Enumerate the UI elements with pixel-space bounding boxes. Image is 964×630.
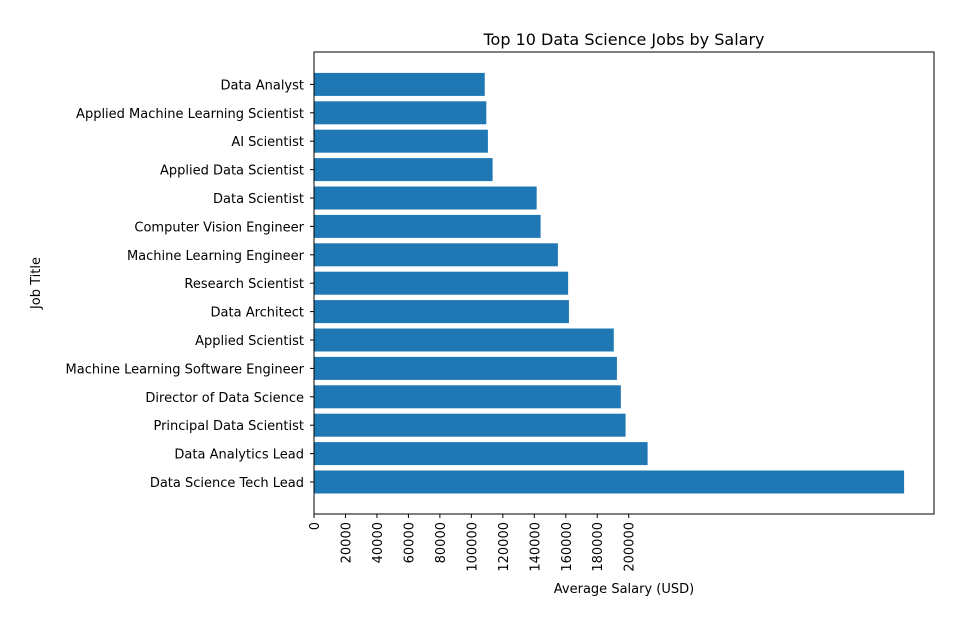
- bar: [314, 243, 558, 267]
- y-tick-label: Machine Learning Engineer: [127, 249, 305, 264]
- x-tick-label: 120000: [497, 522, 512, 572]
- bar: [314, 442, 648, 466]
- x-tick-label: 200000: [623, 522, 638, 572]
- plot-frame: [313, 51, 935, 515]
- x-axis-label: Average Salary (USD): [554, 582, 694, 597]
- bar: [314, 214, 541, 238]
- x-tick-label: 140000: [528, 522, 543, 572]
- x-tick-label: 40000: [371, 522, 386, 563]
- bar: [314, 470, 905, 494]
- bar: [314, 158, 493, 182]
- x-tick-label: 80000: [434, 522, 449, 563]
- x-axis-ticks: 0 20000 40000 60000 80000 100000 120000 140000 1…: [308, 514, 638, 572]
- x-tick-label: 100000: [465, 522, 480, 572]
- bar: [314, 271, 569, 295]
- y-tick-label: Data Architect: [211, 306, 304, 321]
- y-tick-label: Applied Scientist: [195, 334, 304, 349]
- bar: [314, 300, 569, 324]
- y-tick-label: AI Scientist: [231, 135, 304, 150]
- bars-layer: [314, 72, 905, 494]
- y-tick-label: Applied Machine Learning Scientist: [76, 107, 304, 122]
- y-tick-label: Computer Vision Engineer: [134, 220, 304, 235]
- bar: [314, 129, 488, 153]
- x-tick-label: 60000: [402, 522, 417, 563]
- y-tick-label: Research Scientist: [184, 277, 304, 292]
- bar: [314, 413, 626, 437]
- x-tick-label: 180000: [591, 522, 606, 572]
- bar: [314, 186, 537, 210]
- bar: [314, 72, 485, 96]
- y-tick-label: Machine Learning Software Engineer: [66, 362, 305, 377]
- bar: [314, 356, 617, 380]
- y-tick-label: Data Analytics Lead: [174, 448, 304, 463]
- y-tick-label: Data Scientist: [213, 192, 304, 207]
- y-tick-label: Principal Data Scientist: [153, 419, 304, 434]
- y-axis-label: Job Title: [29, 257, 44, 310]
- bar: [314, 328, 614, 352]
- bar: [314, 101, 487, 125]
- y-axis-ticks: Data Science Tech Lead Data Analytics Lea…: [66, 78, 314, 491]
- x-tick-label: 160000: [560, 522, 575, 572]
- bar: [314, 385, 621, 409]
- y-tick-label: Data Analyst: [221, 78, 304, 93]
- chart-title: Top 10 Data Science Jobs by Salary: [483, 30, 765, 49]
- y-tick-label: Director of Data Science: [145, 391, 304, 406]
- x-tick-label: 0: [308, 522, 323, 530]
- y-tick-label: Data Science Tech Lead: [150, 476, 304, 491]
- x-tick-label: 20000: [339, 522, 354, 563]
- y-tick-label: Applied Data Scientist: [160, 164, 304, 179]
